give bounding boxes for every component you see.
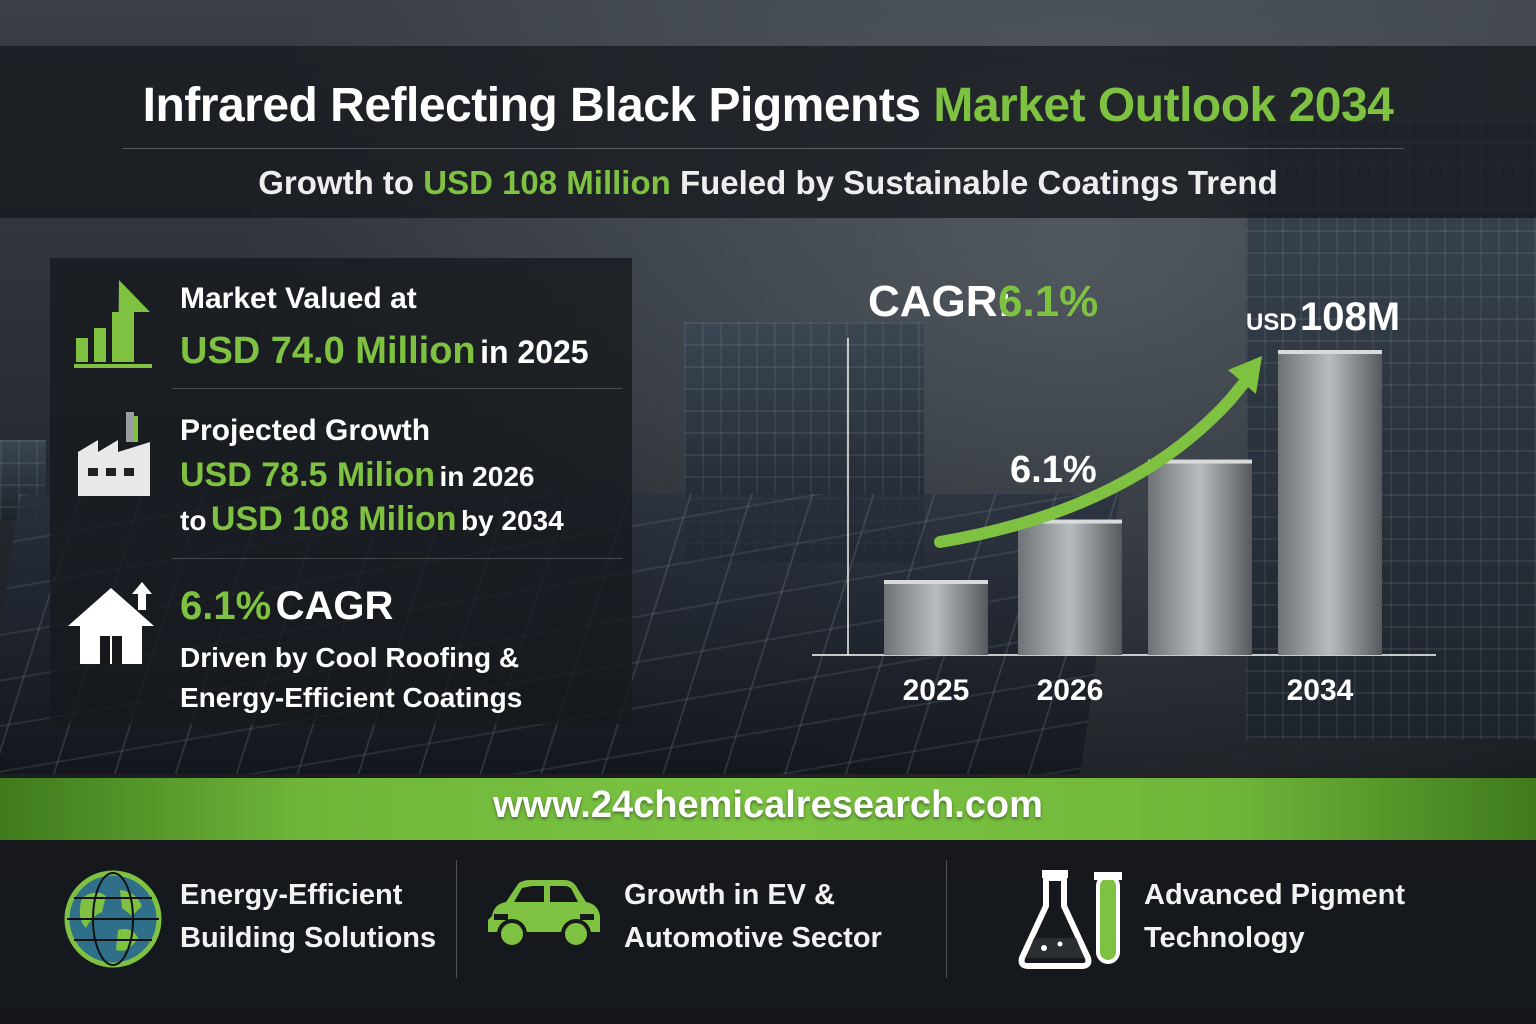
url-banner xyxy=(0,778,1536,840)
driver-line-2: Energy-Efficient Coatings xyxy=(180,682,523,713)
chart-cagr-value: 6.1% xyxy=(998,277,1098,326)
growth-label: Projected Growth xyxy=(180,414,431,447)
chart-bar-2034 xyxy=(1278,350,1382,655)
valued-year: in 2025 xyxy=(480,334,589,370)
growth-year-1: in 2026 xyxy=(439,461,535,492)
chart-growth-arrow xyxy=(934,372,1254,548)
title-part2: Market Outlook 2034 xyxy=(933,79,1394,132)
footer-item-1-line2: Building Solutions xyxy=(180,922,437,954)
house-icon xyxy=(68,582,154,664)
stats-separator-2 xyxy=(172,558,622,559)
chart-bar-top-intermediate xyxy=(1148,459,1252,464)
chart-end-label-prefix: USD xyxy=(1246,309,1297,336)
footer-item-2: Growth in EV & Automotive Sector xyxy=(624,874,882,960)
page-subtitle: Growth to USD 108 Million Fueled by Sust… xyxy=(0,164,1536,202)
growth-line-1: USD 78.5 Milion in 2026 xyxy=(180,456,534,495)
subtitle-post: Fueled by Sustainable Coatings Trend xyxy=(679,164,1278,201)
footer-item-3-line2: Technology xyxy=(1144,922,1305,954)
stats-separator-1 xyxy=(172,388,622,389)
growth-to: to xyxy=(180,505,207,536)
chart-tick-label-2026: 2026 xyxy=(1037,674,1104,707)
driver-line-1: Driven by Cool Roofing & xyxy=(180,642,520,673)
valued-label: Market Valued at xyxy=(180,282,417,315)
footer-divider-2 xyxy=(946,860,947,978)
globe-icon xyxy=(64,870,162,968)
subtitle-pre: Growth to xyxy=(258,164,415,201)
chart-bar-top-2025 xyxy=(884,580,988,584)
chart-growth-arrowhead xyxy=(1228,356,1262,394)
header-band xyxy=(0,46,1536,218)
growth-line-2: to USD 108 Milion by 2034 xyxy=(180,500,564,539)
footer-band xyxy=(0,840,1536,1024)
chart-cagr-label: CAGR: xyxy=(868,277,1012,326)
footer-item-1-line1: Energy-Efficient xyxy=(180,879,403,911)
growth-year-2: by 2034 xyxy=(460,505,564,536)
footer-item-1: Energy-Efficient Building Solutions xyxy=(180,874,436,960)
factory-icon xyxy=(78,412,150,496)
title-divider xyxy=(122,148,1404,149)
website-url[interactable]: www.24chemicalresearch.com xyxy=(493,784,1043,826)
footer-item-2-line2: Automotive Sector xyxy=(624,922,882,954)
valued-value: USD 74.0 Million xyxy=(180,330,476,372)
cagr-value: 6.1% xyxy=(180,584,272,628)
chart-bar-top-2026 xyxy=(1018,519,1122,524)
cagr-line: 6.1% CAGR xyxy=(180,584,393,629)
chart-arrow-label: 6.1% xyxy=(1010,449,1097,491)
chart-tick-label-2034: 2034 xyxy=(1287,674,1354,707)
footer-item-2-line1: Growth in EV & xyxy=(624,879,836,911)
page-title: Infrared Reflecting Black Pigments Marke… xyxy=(0,78,1536,133)
footer-divider-1 xyxy=(456,860,457,978)
chart-end-label-value: 108M xyxy=(1300,295,1400,339)
chart-bar-2026 xyxy=(1018,519,1122,655)
growth-value-1: USD 78.5 Milion xyxy=(180,456,436,494)
footer-item-3: Advanced Pigment Technology xyxy=(1144,874,1405,960)
subtitle-highlight: USD 108 Million xyxy=(423,164,671,201)
chart-bar-intermediate xyxy=(1148,459,1252,655)
cagr-label: CAGR xyxy=(275,584,394,628)
car-icon xyxy=(488,880,600,949)
chart-bar-top-2034 xyxy=(1278,350,1382,354)
title-part1: Infrared Reflecting Black Pigments xyxy=(142,79,921,132)
growth-bars-icon xyxy=(74,280,152,368)
chart-tick-label-2025: 2025 xyxy=(903,674,970,707)
chart-bar-2025 xyxy=(884,580,988,655)
valued-line: USD 74.0 Million in 2025 xyxy=(180,330,589,373)
flask-icon xyxy=(1018,870,1122,969)
growth-value-2: USD 108 Milion xyxy=(210,500,457,538)
footer-item-3-line1: Advanced Pigment xyxy=(1144,879,1406,911)
